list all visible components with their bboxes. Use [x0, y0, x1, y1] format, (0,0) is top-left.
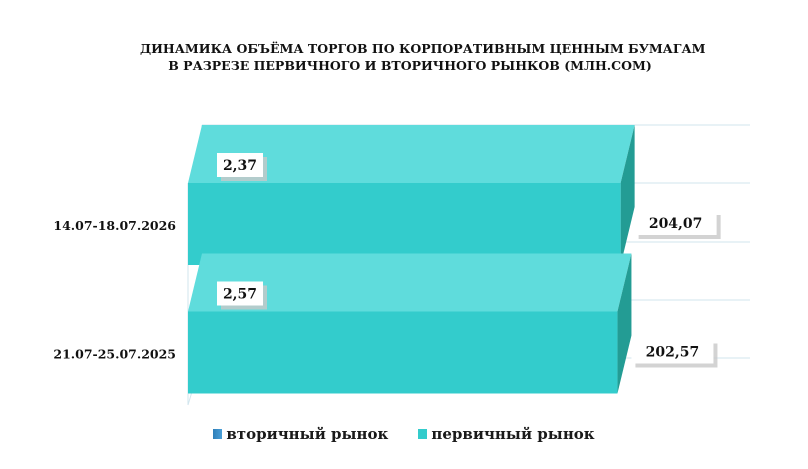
data-label-secondary-0: 2,37: [217, 153, 267, 181]
data-label-primary-1-text: 202,57: [646, 345, 700, 361]
bar-primary-1: [188, 253, 632, 394]
data-label-secondary-1-text: 2,57: [223, 287, 257, 303]
data-label-primary-0-text: 204,07: [649, 216, 703, 232]
chart-title: ДИНАМИКА ОБЪЁМА ТОРГОВ ПО КОРПОРАТИВНЫМ …: [140, 40, 706, 74]
data-label-secondary-0-text: 2,37: [223, 158, 257, 174]
data-labels: 2,37 204,07 2,57 202,57: [217, 153, 721, 368]
legend-item-primary: первичный рынок: [418, 425, 595, 443]
data-label-primary-0: 204,07: [634, 211, 721, 239]
category-label-1: 21.07-25.07.2025: [53, 347, 176, 362]
legend-swatch-secondary: [213, 429, 223, 439]
legend-item-secondary: вторичный рынок: [213, 425, 388, 443]
chart-title-line-2: В РАЗРЕЗЕ ПЕРВИЧНОГО И ВТОРИЧНОГО РЫНКОВ…: [168, 58, 652, 73]
chart-title-line-1: ДИНАМИКА ОБЪЁМА ТОРГОВ ПО КОРПОРАТИВНЫМ …: [140, 41, 706, 56]
data-label-secondary-1: 2,57: [217, 281, 267, 310]
category-label-0: 14.07-18.07.2026: [53, 218, 176, 233]
category-labels: 14.07-18.07.2026 21.07-25.07.2025: [53, 218, 176, 362]
legend: вторичный рынок первичный рынок: [0, 425, 808, 443]
legend-label-secondary: вторичный рынок: [226, 425, 389, 443]
bars: [188, 125, 635, 394]
data-label-primary-1: 202,57: [631, 339, 718, 368]
legend-swatch-primary: [418, 429, 428, 439]
legend-label-primary: первичный рынок: [431, 425, 595, 443]
bar-primary-0: [188, 125, 635, 265]
